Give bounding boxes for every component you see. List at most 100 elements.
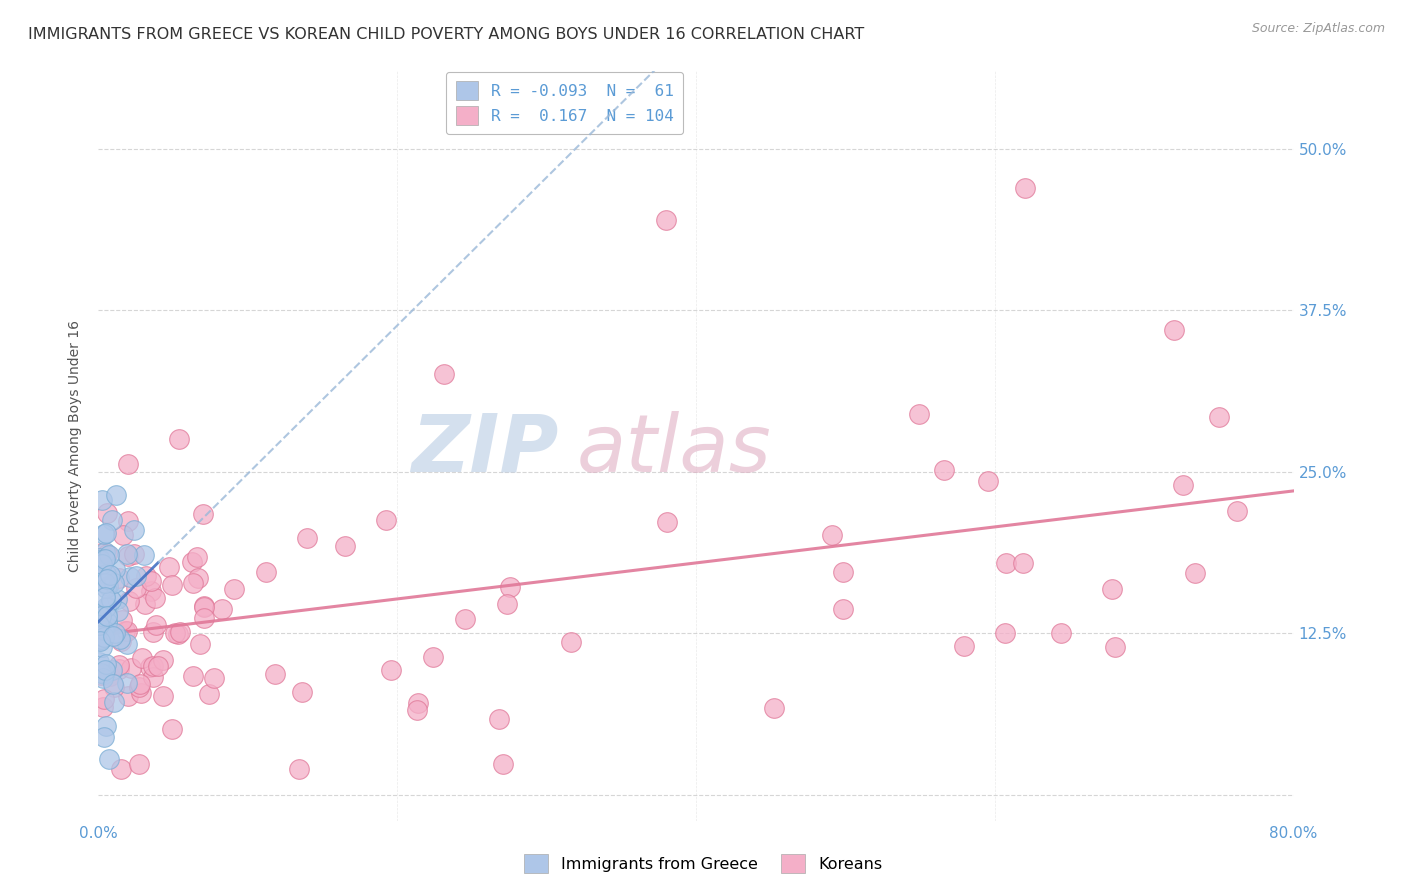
Point [89,608,111,623]
Point [160,723,183,737]
Point [103,629,125,643]
Point [94,590,117,604]
Point [103,695,125,709]
Point [100,592,122,607]
Point [129,676,152,690]
Point [108,661,131,675]
Point [932,463,955,477]
Point [655,213,678,227]
Point [193,600,215,615]
Point [380,663,402,677]
Point [374,512,396,526]
Point [93,631,115,645]
Point [89,633,111,648]
Text: IMMIGRANTS FROM GREECE VS KOREAN CHILD POVERTY AMONG BOYS UNDER 16 CORRELATION C: IMMIGRANTS FROM GREECE VS KOREAN CHILD P… [28,27,865,42]
Point [101,677,124,691]
Y-axis label: Child Poverty Among Boys Under 16: Child Poverty Among Boys Under 16 [69,320,83,572]
Point [91,700,114,714]
Point [117,690,139,704]
Point [100,513,122,527]
Point [94,576,117,591]
Point [120,570,142,584]
Point [134,597,156,611]
Point [167,432,190,446]
Point [183,669,205,683]
Point [181,576,204,591]
Point [152,653,174,667]
Point [87,551,110,566]
Point [122,547,145,561]
Point [100,568,122,582]
Point [197,687,219,701]
Point [93,624,115,638]
Point [97,549,120,563]
Point [187,571,209,585]
Point [115,547,138,561]
Point [821,528,844,542]
Point [90,666,112,681]
Point [202,671,225,685]
Point [93,667,115,681]
Point [143,591,166,606]
Point [93,691,115,706]
Point [108,571,131,585]
Point [96,609,118,624]
Point [496,597,519,611]
Point [128,757,150,772]
Point [163,626,186,640]
Point [655,515,678,529]
Point [146,659,169,673]
Point [166,627,188,641]
Point [90,609,112,624]
Point [90,632,112,647]
Point [90,546,112,560]
Point [89,553,111,567]
Point [129,686,152,700]
Point [96,616,118,631]
Point [1101,582,1123,596]
Point [132,548,155,562]
Point [110,762,132,776]
Point [1014,180,1036,194]
Point [297,531,319,545]
Point [1171,477,1194,491]
Point [1012,556,1035,570]
Point [287,762,309,776]
Point [91,558,114,572]
Point [107,658,129,673]
Point [832,565,855,579]
Point [103,625,125,640]
Point [1226,503,1249,517]
Point [91,493,114,508]
Point [560,635,582,649]
Point [110,633,132,648]
Point [831,601,853,615]
Point [115,675,138,690]
Point [405,703,427,717]
Point [94,599,117,614]
Point [211,602,233,616]
Point [115,637,138,651]
Point [94,551,117,566]
Point [90,668,112,682]
Point [128,680,150,694]
Point [191,507,214,521]
Point [142,659,165,673]
Point [433,367,456,381]
Point [977,475,1000,489]
Point [94,657,117,671]
Point [188,637,211,651]
Point [254,566,277,580]
Point [160,578,183,592]
Legend: R = -0.093  N =  61, R =  0.167  N = 104: R = -0.093 N = 61, R = 0.167 N = 104 [446,72,683,135]
Point [118,594,141,608]
Point [89,632,111,647]
Point [152,690,174,704]
Point [1163,323,1185,337]
Point [224,582,246,597]
Point [114,624,136,639]
Point [112,528,135,542]
Text: atlas: atlas [576,410,772,489]
Point [96,572,118,586]
Point [141,574,163,589]
